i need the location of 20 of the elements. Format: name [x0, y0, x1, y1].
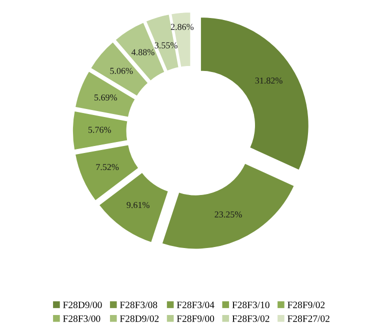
data-label: 4.88%	[132, 49, 154, 56]
data-label: 7.52%	[96, 164, 119, 170]
legend-label: F28F9/00	[176, 315, 214, 322]
data-label: 31.82%	[255, 78, 282, 84]
legend-label: F28F3/04	[176, 302, 214, 308]
legend-label: F28F9/02	[288, 302, 325, 308]
data-label: 5.69%	[94, 94, 118, 101]
legend-label: F28F3/08	[120, 302, 158, 308]
legend-label: F28F3/02	[232, 315, 270, 322]
legend-label: F28D9/02	[120, 315, 159, 322]
data-label: 5.06%	[110, 68, 133, 74]
data-label: 5.76%	[88, 126, 111, 133]
legend-label: F28F3/10	[232, 302, 270, 308]
legend-label: F28F3/00	[63, 315, 100, 322]
legend-label: F28D9/00	[63, 302, 102, 308]
data-label: 3.55%	[154, 42, 178, 48]
legend-label: F28F27/02	[288, 315, 330, 322]
data-label: 23.25%	[214, 211, 242, 218]
data-label: 2.86%	[170, 24, 194, 30]
data-label: 9.61%	[126, 202, 150, 208]
